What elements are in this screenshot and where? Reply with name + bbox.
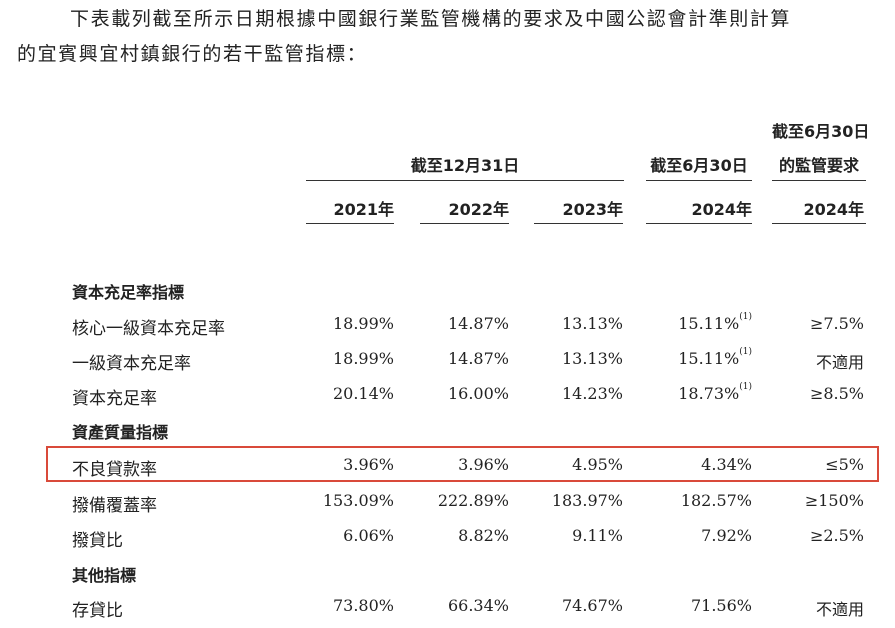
section-capital-adequacy: 資本充足率指標 [0,275,895,311]
row-label: 其他指標 [72,566,137,585]
value-text: 15.11% [678,349,740,368]
value-text: 15.11% [678,314,740,333]
header-rule-jun30 [646,180,752,181]
value-requirement: ≥8.5% [809,384,864,403]
value-2024-jun: 182.57% [680,491,752,510]
header-rule-dec31 [306,180,624,181]
header-requirement-line2: 的監管要求 [778,156,859,175]
table-row: 一級資本充足率 18.99% 14.87% 13.13% 15.11%(1) 不… [0,345,895,381]
value-2023: 13.13% [561,349,623,368]
year-rule-2023 [534,223,623,224]
year-rule-2021 [306,223,394,224]
header-requirement-line1: 截至6月30日 [772,122,870,141]
value-2022: 14.87% [447,314,509,333]
year-rule-2022 [420,223,509,224]
intro-line-2: 的宜賓興宜村鎮銀行的若干監管指標： [17,43,368,65]
value-2023: 74.67% [561,596,623,615]
value-requirement: ≥150% [804,491,864,510]
row-label: 撥貸比 [72,531,123,551]
table-row: 撥備覆蓋率 153.09% 222.89% 183.97% 182.57% ≥1… [0,487,895,523]
value-2021: 20.14% [332,384,394,403]
value-2022: 66.34% [447,596,509,615]
value-2021: 18.99% [332,349,394,368]
row-label: 存貸比 [72,601,123,621]
value-requirement: ≥2.5% [809,526,864,545]
footnote-ref: (1) [739,347,752,357]
intro-line-1: 下表載列截至所示日期根據中國銀行業監管機構的要求及中國公認會計準則計算 [70,8,792,30]
value-2021: 3.96% [343,455,394,474]
table-row: 不良貸款率 3.96% 3.96% 4.95% 4.34% ≤5% [0,451,895,487]
year-2024-jun: 2024年 [691,200,752,219]
table-row: 資本充足率 20.14% 16.00% 14.23% 18.73%(1) ≥8.… [0,380,895,416]
value-2024-jun: 15.11%(1) [678,312,752,333]
footnote-ref: (1) [739,312,752,322]
value-2022: 16.00% [447,384,509,403]
year-2021: 2021年 [333,200,394,219]
year-rule-2024-req [772,223,866,224]
section-asset-quality: 資產質量指標 [0,415,895,451]
value-2024-jun: 71.56% [690,596,752,615]
row-label: 不良貸款率 [72,460,157,480]
value-2022: 3.96% [458,455,509,474]
header-rule-requirement [772,180,866,181]
value-2022: 8.82% [458,526,509,545]
value-2023: 14.23% [561,384,623,403]
value-2024-jun: 7.92% [701,526,752,545]
table-row: 撥貸比 6.06% 8.82% 9.11% 7.92% ≥2.5% [0,522,895,558]
value-2024-jun: 18.73%(1) [678,382,752,403]
year-2024-req: 2024年 [803,200,864,219]
value-2024-jun: 4.34% [701,455,752,474]
year-2022: 2022年 [448,200,509,219]
row-label: 撥備覆蓋率 [72,496,157,516]
header-group-jun30: 截至6月30日 [650,156,748,175]
row-label: 資本充足率 [72,389,157,409]
row-label: 核心一級資本充足率 [72,319,225,339]
value-2023: 4.95% [572,455,623,474]
table-row: 存貸比 73.80% 66.34% 74.67% 71.56% 不適用 [0,592,895,628]
year-rule-2024-jun [646,223,752,224]
footnote-ref: (1) [739,382,752,392]
value-requirement: 不適用 [815,353,864,372]
row-label: 一級資本充足率 [72,354,191,374]
table-row: 核心一級資本充足率 18.99% 14.87% 13.13% 15.11%(1)… [0,310,895,346]
value-requirement: ≥7.5% [809,314,864,333]
value-2023: 9.11% [572,526,623,545]
value-2023: 183.97% [551,491,623,510]
value-2021: 18.99% [332,314,394,333]
value-requirement: 不適用 [815,600,864,619]
value-2022: 14.87% [447,349,509,368]
value-2024-jun: 15.11%(1) [678,347,752,368]
row-label: 資本充足率指標 [72,283,185,302]
value-text: 18.73% [678,384,740,403]
year-2023: 2023年 [562,200,623,219]
value-2021: 153.09% [322,491,394,510]
value-2021: 6.06% [343,526,394,545]
value-2023: 13.13% [561,314,623,333]
value-requirement: ≤5% [825,455,864,474]
highlight-box [46,446,879,482]
header-group-dec31: 截至12月31日 [410,156,520,175]
value-2022: 222.89% [437,491,509,510]
value-2021: 73.80% [332,596,394,615]
section-other: 其他指標 [0,558,895,594]
row-label: 資產質量指標 [72,423,169,442]
